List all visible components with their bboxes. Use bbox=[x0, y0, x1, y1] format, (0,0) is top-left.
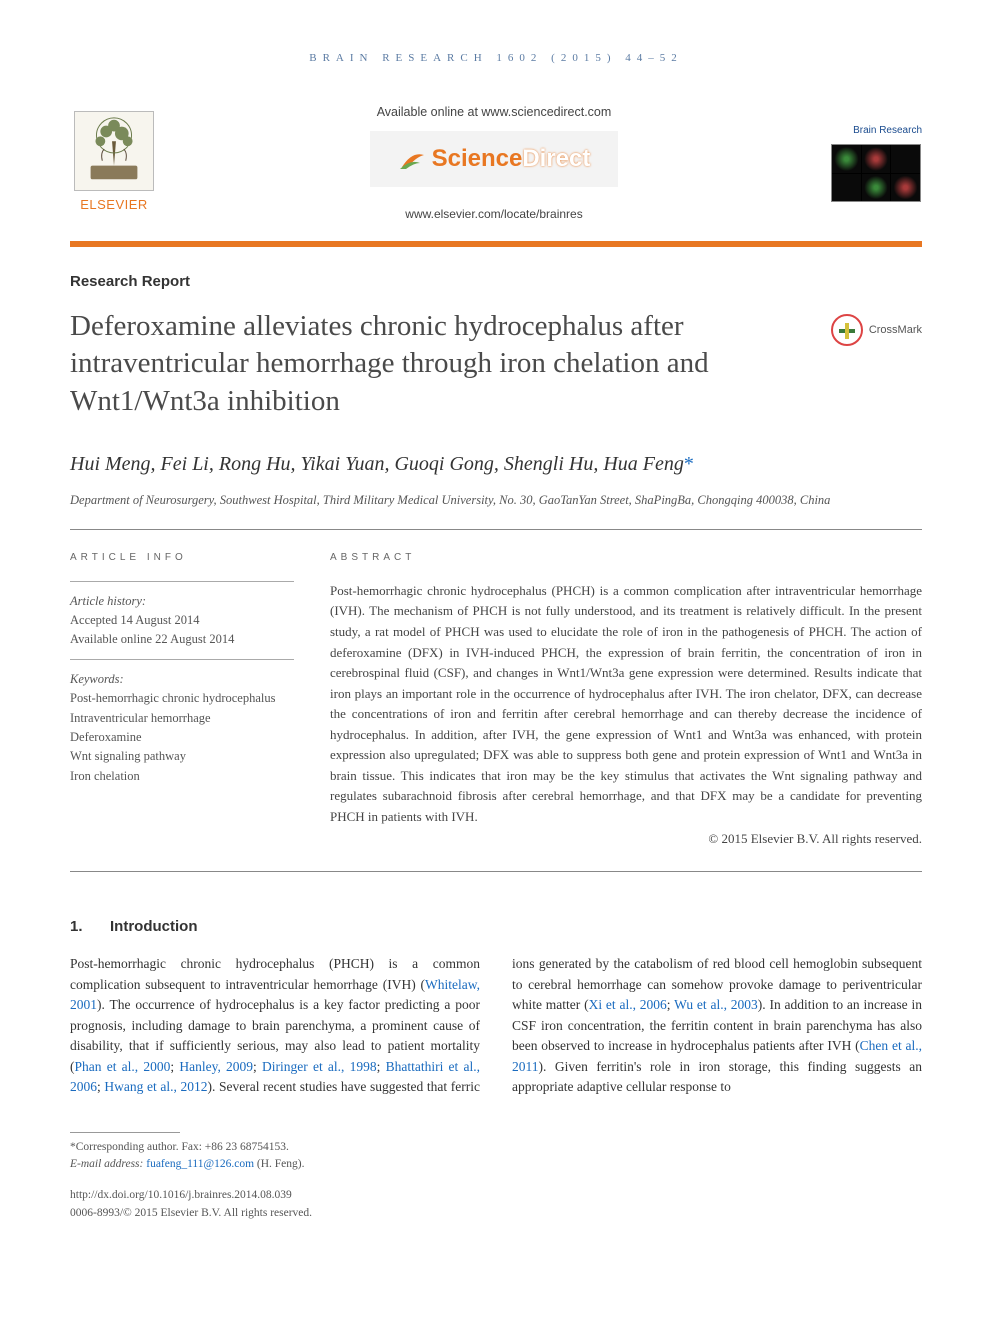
journal-header: ELSEVIER Available online at www.science… bbox=[70, 95, 922, 248]
abstract-column: abstract Post-hemorrhagic chronic hydroc… bbox=[330, 550, 922, 849]
crossmark-label: CrossMark bbox=[869, 322, 922, 339]
citation[interactable]: Hwang et al., 2012 bbox=[104, 1079, 207, 1094]
available-online-text: Available online at www.sciencedirect.co… bbox=[158, 103, 830, 122]
history-label: Article history: bbox=[70, 592, 294, 611]
citation[interactable]: Phan et al., 2000 bbox=[75, 1059, 171, 1074]
sciencedirect-swoosh-icon bbox=[398, 145, 426, 173]
journal-url[interactable]: www.elsevier.com/locate/brainres bbox=[158, 205, 830, 223]
footnote-rule bbox=[70, 1132, 180, 1133]
section-heading: 1.Introduction bbox=[70, 916, 922, 939]
cover-journal-title: Brain Research bbox=[830, 123, 922, 138]
abstract-text: Post-hemorrhagic chronic hydrocephalus (… bbox=[330, 581, 922, 827]
crossmark-icon bbox=[831, 314, 863, 346]
paper-title: Deferoxamine alleviates chronic hydrocep… bbox=[70, 308, 790, 421]
history-accepted: Accepted 14 August 2014 bbox=[70, 611, 294, 630]
running-head: BRAIN RESEARCH 1602 (2015) 44–52 bbox=[70, 50, 922, 67]
crossmark-badge[interactable]: CrossMark bbox=[831, 314, 922, 346]
section-number: 1. bbox=[70, 916, 110, 939]
sciencedirect-logo[interactable]: ScienceDirect bbox=[370, 131, 619, 187]
citation[interactable]: Diringer et al., 1998 bbox=[262, 1059, 377, 1074]
divider bbox=[70, 529, 922, 530]
elsevier-wordmark: ELSEVIER bbox=[80, 195, 148, 215]
header-center: Available online at www.sciencedirect.co… bbox=[158, 103, 830, 224]
section-title: Introduction bbox=[110, 918, 197, 935]
corresponding-footnote: *Corresponding author. Fax: +86 23 68754… bbox=[70, 1139, 922, 1156]
doi-url[interactable]: http://dx.doi.org/10.1016/j.brainres.201… bbox=[70, 1187, 922, 1204]
authors-line: Hui Meng, Fei Li, Rong Hu, Yikai Yuan, G… bbox=[70, 449, 922, 479]
cover-image bbox=[831, 144, 921, 202]
sciencedirect-text: ScienceDirect bbox=[432, 141, 591, 177]
citation[interactable]: Wu et al., 2003 bbox=[674, 997, 758, 1012]
journal-cover: Brain Research bbox=[830, 123, 922, 202]
keyword: Wnt signaling pathway bbox=[70, 747, 294, 766]
citation[interactable]: Xi et al., 2006 bbox=[589, 997, 667, 1012]
email-link[interactable]: fuafeng_111@126.com bbox=[146, 1158, 254, 1170]
article-info-head: article info bbox=[70, 550, 294, 565]
keyword: Post-hemorrhagic chronic hydrocephalus bbox=[70, 689, 294, 708]
citation[interactable]: Hanley, 2009 bbox=[179, 1059, 253, 1074]
issn-copyright: 0006-8993/© 2015 Elsevier B.V. All right… bbox=[70, 1205, 922, 1222]
elsevier-tree-icon bbox=[74, 111, 154, 191]
keyword: Iron chelation bbox=[70, 767, 294, 786]
article-info-column: article info Article history: Accepted 1… bbox=[70, 550, 294, 849]
keywords-list: Post-hemorrhagic chronic hydrocephalus I… bbox=[70, 689, 294, 786]
abstract-head: abstract bbox=[330, 550, 922, 565]
history-online: Available online 22 August 2014 bbox=[70, 630, 294, 649]
email-footnote: E-mail address: fuafeng_111@126.com (H. … bbox=[70, 1156, 922, 1173]
elsevier-logo: ELSEVIER bbox=[70, 111, 158, 215]
keywords-label: Keywords: bbox=[70, 670, 294, 689]
keyword: Deferoxamine bbox=[70, 728, 294, 747]
affiliation: Department of Neurosurgery, Southwest Ho… bbox=[70, 491, 922, 509]
abstract-copyright: © 2015 Elsevier B.V. All rights reserved… bbox=[330, 829, 922, 849]
doi-block: http://dx.doi.org/10.1016/j.brainres.201… bbox=[70, 1187, 922, 1222]
body-text: Post-hemorrhagic chronic hydrocephalus (… bbox=[70, 954, 922, 1098]
article-type: Research Report bbox=[70, 271, 922, 294]
keyword: Intraventricular hemorrhage bbox=[70, 709, 294, 728]
corresponding-marker: * bbox=[684, 453, 694, 475]
